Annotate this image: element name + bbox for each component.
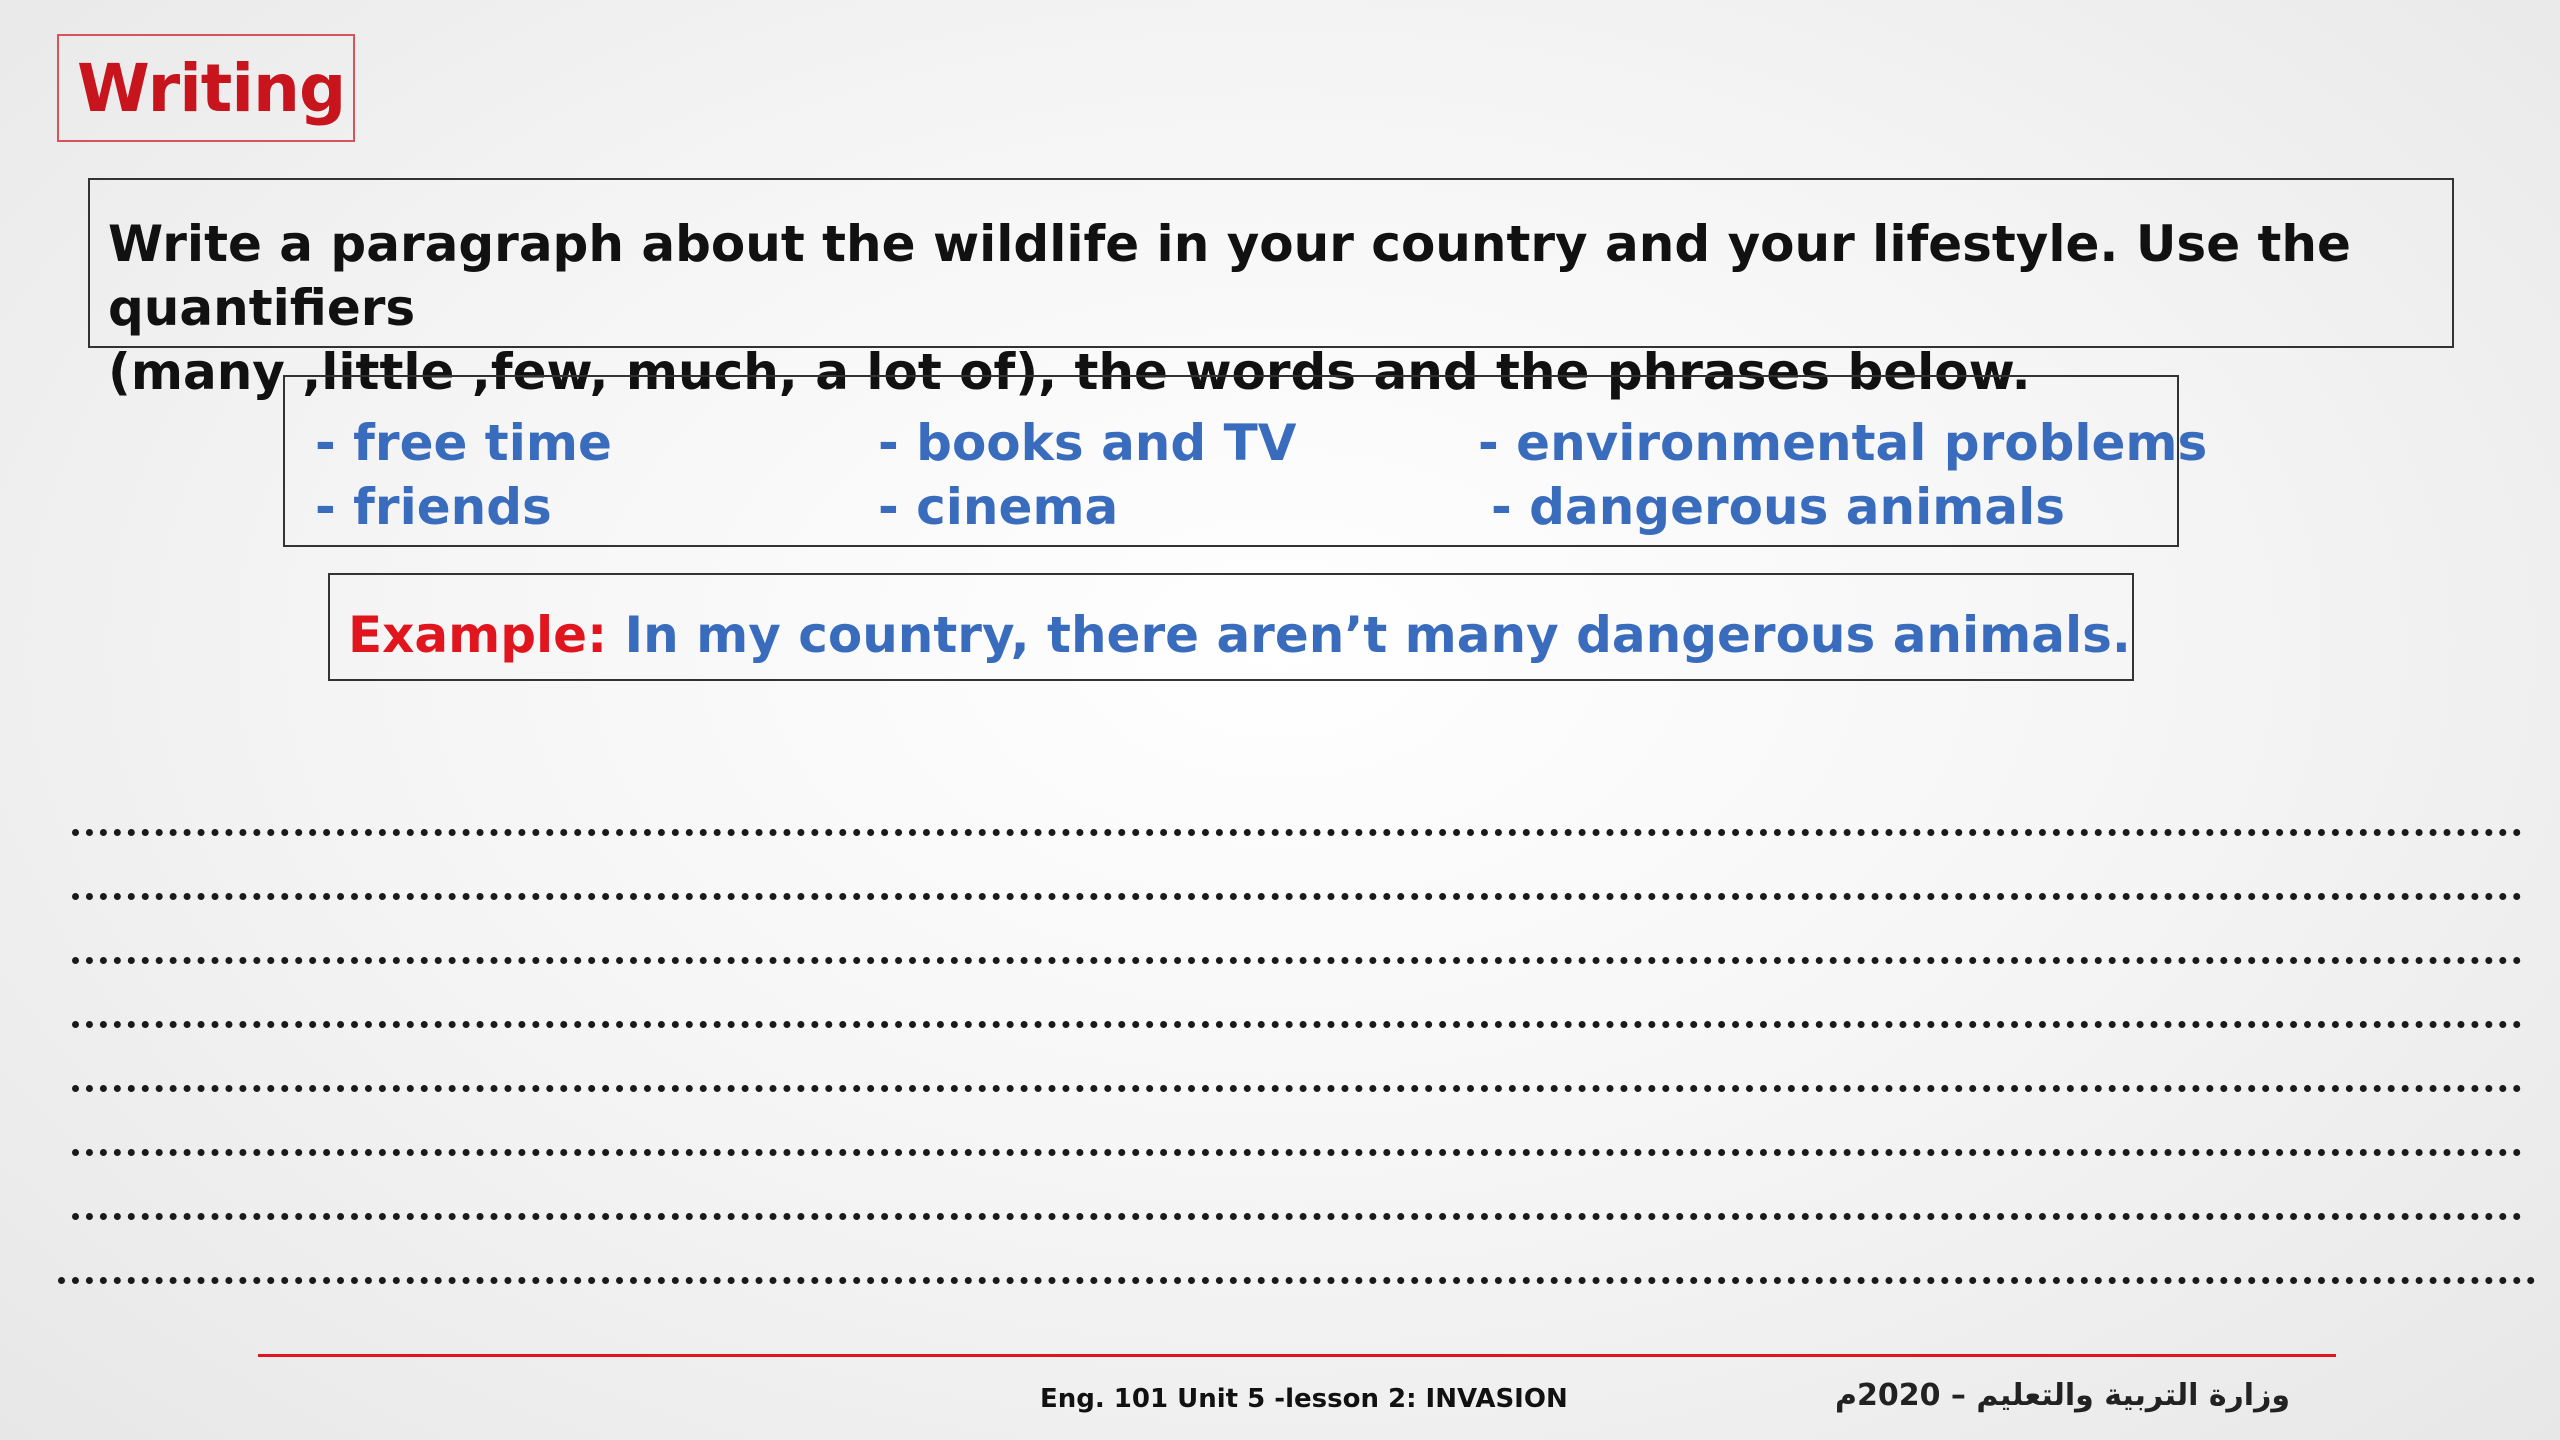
example-box: Example: In my country, there aren’t man…: [328, 573, 2134, 681]
footer-divider: [258, 1354, 2336, 1357]
word-friends: - friends: [315, 478, 552, 536]
heading-box: Writing: [57, 34, 355, 142]
writing-line: [72, 829, 2522, 836]
word-dangerous-animals: - dangerous animals: [1491, 478, 2065, 536]
word-books-and-tv: - books and TV: [878, 414, 1297, 472]
writing-line: [72, 1085, 2522, 1092]
writing-line: [72, 1149, 2522, 1156]
footer-ministry-label: وزارة التربية والتعليم – 2020م: [1834, 1378, 2290, 1413]
example-label: Example:: [348, 606, 608, 664]
instruction-box: Write a paragraph about the wildlife in …: [88, 178, 2454, 401]
writing-line: [72, 1213, 2522, 1220]
writing-line: [72, 893, 2522, 900]
heading: Writing: [77, 49, 346, 127]
writing-line: [72, 957, 2522, 964]
word-cinema: - cinema: [878, 478, 1119, 536]
instruction-line-1: Write a paragraph about the wildlife in …: [108, 215, 2351, 337]
instruction-line-2: (many ,little ,few, much, a lot of), the…: [108, 343, 2031, 401]
word-environmental-problems: - environmental problems: [1478, 414, 2208, 472]
example-line: Example: In my country, there aren’t man…: [348, 603, 2132, 667]
writing-line: [58, 1277, 2536, 1284]
word-bank: - free time - friends - books and TV - c…: [283, 375, 2207, 547]
footer-lesson-label: Eng. 101 Unit 5 -lesson 2: INVASION: [1040, 1384, 1568, 1414]
writing-line: [72, 1021, 2522, 1028]
word-free-time: - free time: [315, 414, 612, 472]
example-sentence: In my country, there aren’t many dangero…: [607, 606, 2131, 664]
